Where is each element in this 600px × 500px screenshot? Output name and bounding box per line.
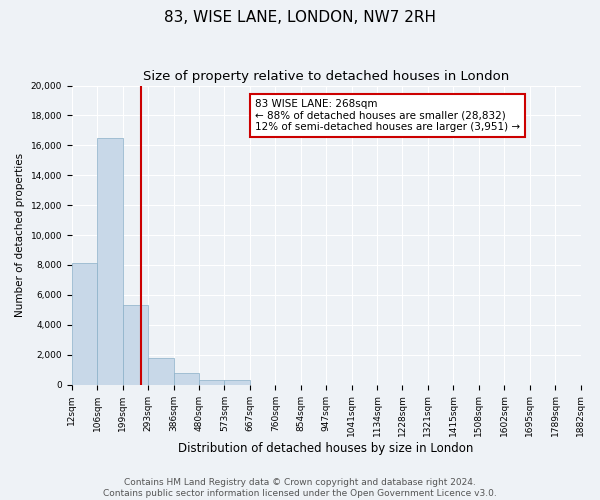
Text: 83 WISE LANE: 268sqm
← 88% of detached houses are smaller (28,832)
12% of semi-d: 83 WISE LANE: 268sqm ← 88% of detached h…	[255, 99, 520, 132]
Bar	[148, 358, 173, 384]
Bar	[173, 372, 199, 384]
Bar	[97, 138, 122, 384]
Text: Contains HM Land Registry data © Crown copyright and database right 2024.
Contai: Contains HM Land Registry data © Crown c…	[103, 478, 497, 498]
Bar	[199, 380, 224, 384]
Bar	[122, 306, 148, 384]
Bar	[224, 380, 250, 384]
Bar	[72, 264, 97, 384]
X-axis label: Distribution of detached houses by size in London: Distribution of detached houses by size …	[178, 442, 474, 455]
Text: 83, WISE LANE, LONDON, NW7 2RH: 83, WISE LANE, LONDON, NW7 2RH	[164, 10, 436, 25]
Y-axis label: Number of detached properties: Number of detached properties	[15, 153, 25, 317]
Title: Size of property relative to detached houses in London: Size of property relative to detached ho…	[143, 70, 509, 83]
